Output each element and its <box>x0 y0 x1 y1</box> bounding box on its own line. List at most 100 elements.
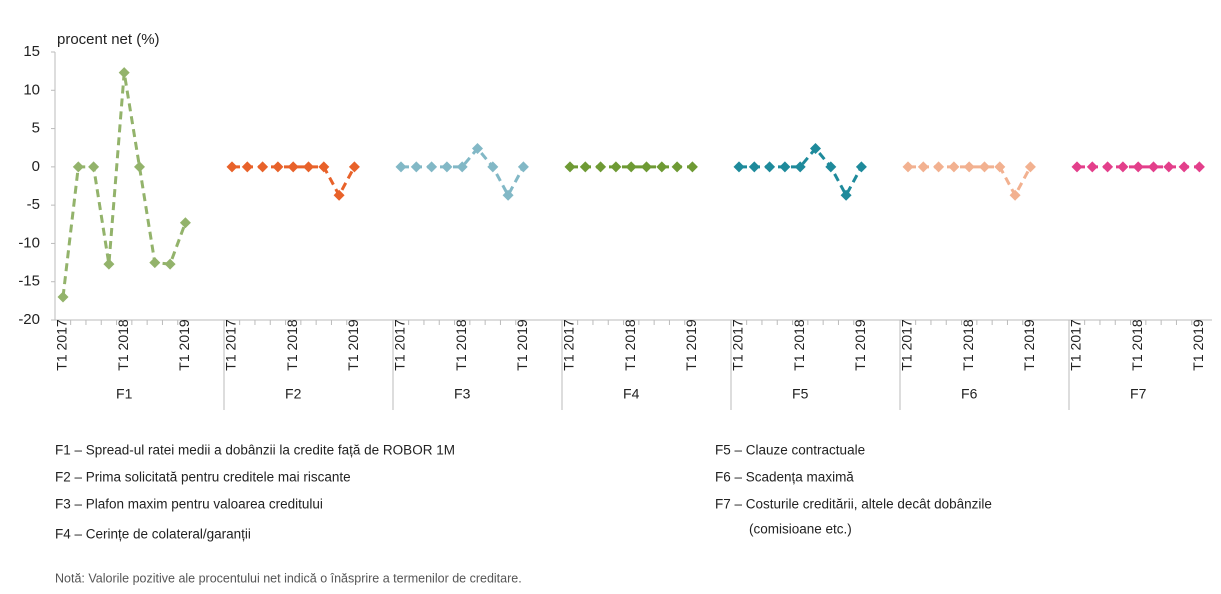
group-label: F7 <box>1130 386 1147 402</box>
y-axis-label: procent net (%) <box>57 31 160 48</box>
x-tick-label: T1 2019 <box>176 319 192 371</box>
group-label: F2 <box>285 386 302 402</box>
group-label: F1 <box>116 386 133 402</box>
data-point <box>333 189 345 201</box>
legend-entry: (comisioane etc.) <box>749 522 852 537</box>
data-point <box>487 161 499 173</box>
data-point <box>103 258 115 270</box>
data-point <box>1148 161 1159 173</box>
x-tick-label: T1 2017 <box>730 319 746 371</box>
data-point <box>825 161 837 173</box>
data-point <box>517 161 529 173</box>
data-point <box>426 161 438 173</box>
data-point <box>1117 161 1129 173</box>
data-point <box>348 161 360 173</box>
data-point <box>733 161 745 173</box>
data-point <box>1102 161 1114 173</box>
data-point <box>257 161 269 173</box>
data-point <box>948 161 960 173</box>
data-point <box>963 161 975 173</box>
data-point <box>303 161 314 173</box>
group-label: F6 <box>961 386 978 402</box>
data-point <box>1071 161 1083 173</box>
data-point <box>1009 189 1021 201</box>
group-label: F5 <box>792 386 809 402</box>
data-point <box>272 161 284 173</box>
data-point <box>1193 161 1205 173</box>
data-point <box>933 161 945 173</box>
x-tick-label: T1 2019 <box>683 319 699 371</box>
group-label: F3 <box>454 386 471 402</box>
data-point <box>764 161 776 173</box>
data-point <box>917 161 929 173</box>
x-tick-label: T1 2019 <box>1190 319 1206 371</box>
x-tick-label: T1 2019 <box>514 319 530 371</box>
y-tick-label: -15 <box>18 273 40 290</box>
x-tick-label: T1 2018 <box>791 319 807 371</box>
data-point <box>748 161 760 173</box>
x-tick-label: T1 2018 <box>453 319 469 371</box>
x-tick-label: T1 2018 <box>960 319 976 371</box>
data-point <box>456 161 468 173</box>
y-tick-label: 15 <box>23 43 40 60</box>
x-tick-label: T1 2018 <box>115 319 131 371</box>
legend-entry: F7 – Costurile creditării, altele decât … <box>715 497 992 512</box>
x-tick-label: T1 2017 <box>1068 319 1084 371</box>
legend-entry: F3 – Plafon maxim pentru valoarea credit… <box>55 497 323 512</box>
data-point <box>149 257 161 269</box>
data-point <box>1086 161 1098 173</box>
data-point <box>318 161 330 173</box>
data-point <box>979 161 990 173</box>
legend-entry: F2 – Prima solicitată pentru creditele m… <box>55 470 351 485</box>
data-point <box>472 142 483 154</box>
data-point <box>502 189 514 201</box>
data-point <box>395 161 407 173</box>
data-point <box>610 161 622 173</box>
data-point <box>595 161 607 173</box>
data-point <box>441 161 453 173</box>
x-tick-label: T1 2019 <box>1021 319 1037 371</box>
data-point <box>88 161 100 173</box>
y-tick-label: -10 <box>18 234 40 251</box>
data-point <box>1132 161 1144 173</box>
data-point <box>118 67 130 79</box>
data-point <box>72 161 84 173</box>
data-point <box>686 161 698 173</box>
legend-entry: F6 – Scadența maximă <box>715 470 854 485</box>
data-point <box>671 161 683 173</box>
data-point <box>994 161 1006 173</box>
data-point <box>840 189 852 201</box>
x-tick-label: T1 2019 <box>345 319 361 371</box>
data-point <box>164 258 176 270</box>
y-tick-label: 5 <box>32 120 40 137</box>
x-tick-label: T1 2017 <box>392 319 408 371</box>
data-point <box>1178 161 1190 173</box>
data-point <box>656 161 668 173</box>
data-point <box>902 161 914 173</box>
y-tick-label: 10 <box>23 81 40 98</box>
group-label: F4 <box>623 386 640 402</box>
data-point <box>1024 161 1036 173</box>
data-point <box>641 161 652 173</box>
legend-entry: F4 – Cerințe de colateral/garanții <box>55 527 251 542</box>
data-point <box>625 161 637 173</box>
x-tick-label: T1 2017 <box>223 319 239 371</box>
data-point <box>579 161 591 173</box>
legend-entry: F5 – Clauze contractuale <box>715 443 865 458</box>
y-tick-label: -5 <box>27 196 40 213</box>
data-point <box>779 161 791 173</box>
y-tick-label: 0 <box>32 158 40 175</box>
legend-entry: F1 – Spread-ul ratei medii a dobânzii la… <box>55 443 455 458</box>
x-tick-label: T1 2017 <box>561 319 577 371</box>
data-point <box>57 291 69 303</box>
data-point <box>794 161 806 173</box>
data-point <box>855 161 867 173</box>
data-point <box>134 161 145 173</box>
x-tick-label: T1 2018 <box>284 319 300 371</box>
data-point <box>241 161 253 173</box>
data-point <box>179 217 191 229</box>
x-tick-label: T1 2017 <box>54 319 70 371</box>
note: Notă: Valorile pozitive ale procentului … <box>55 571 522 585</box>
y-tick-label: -20 <box>18 311 40 328</box>
